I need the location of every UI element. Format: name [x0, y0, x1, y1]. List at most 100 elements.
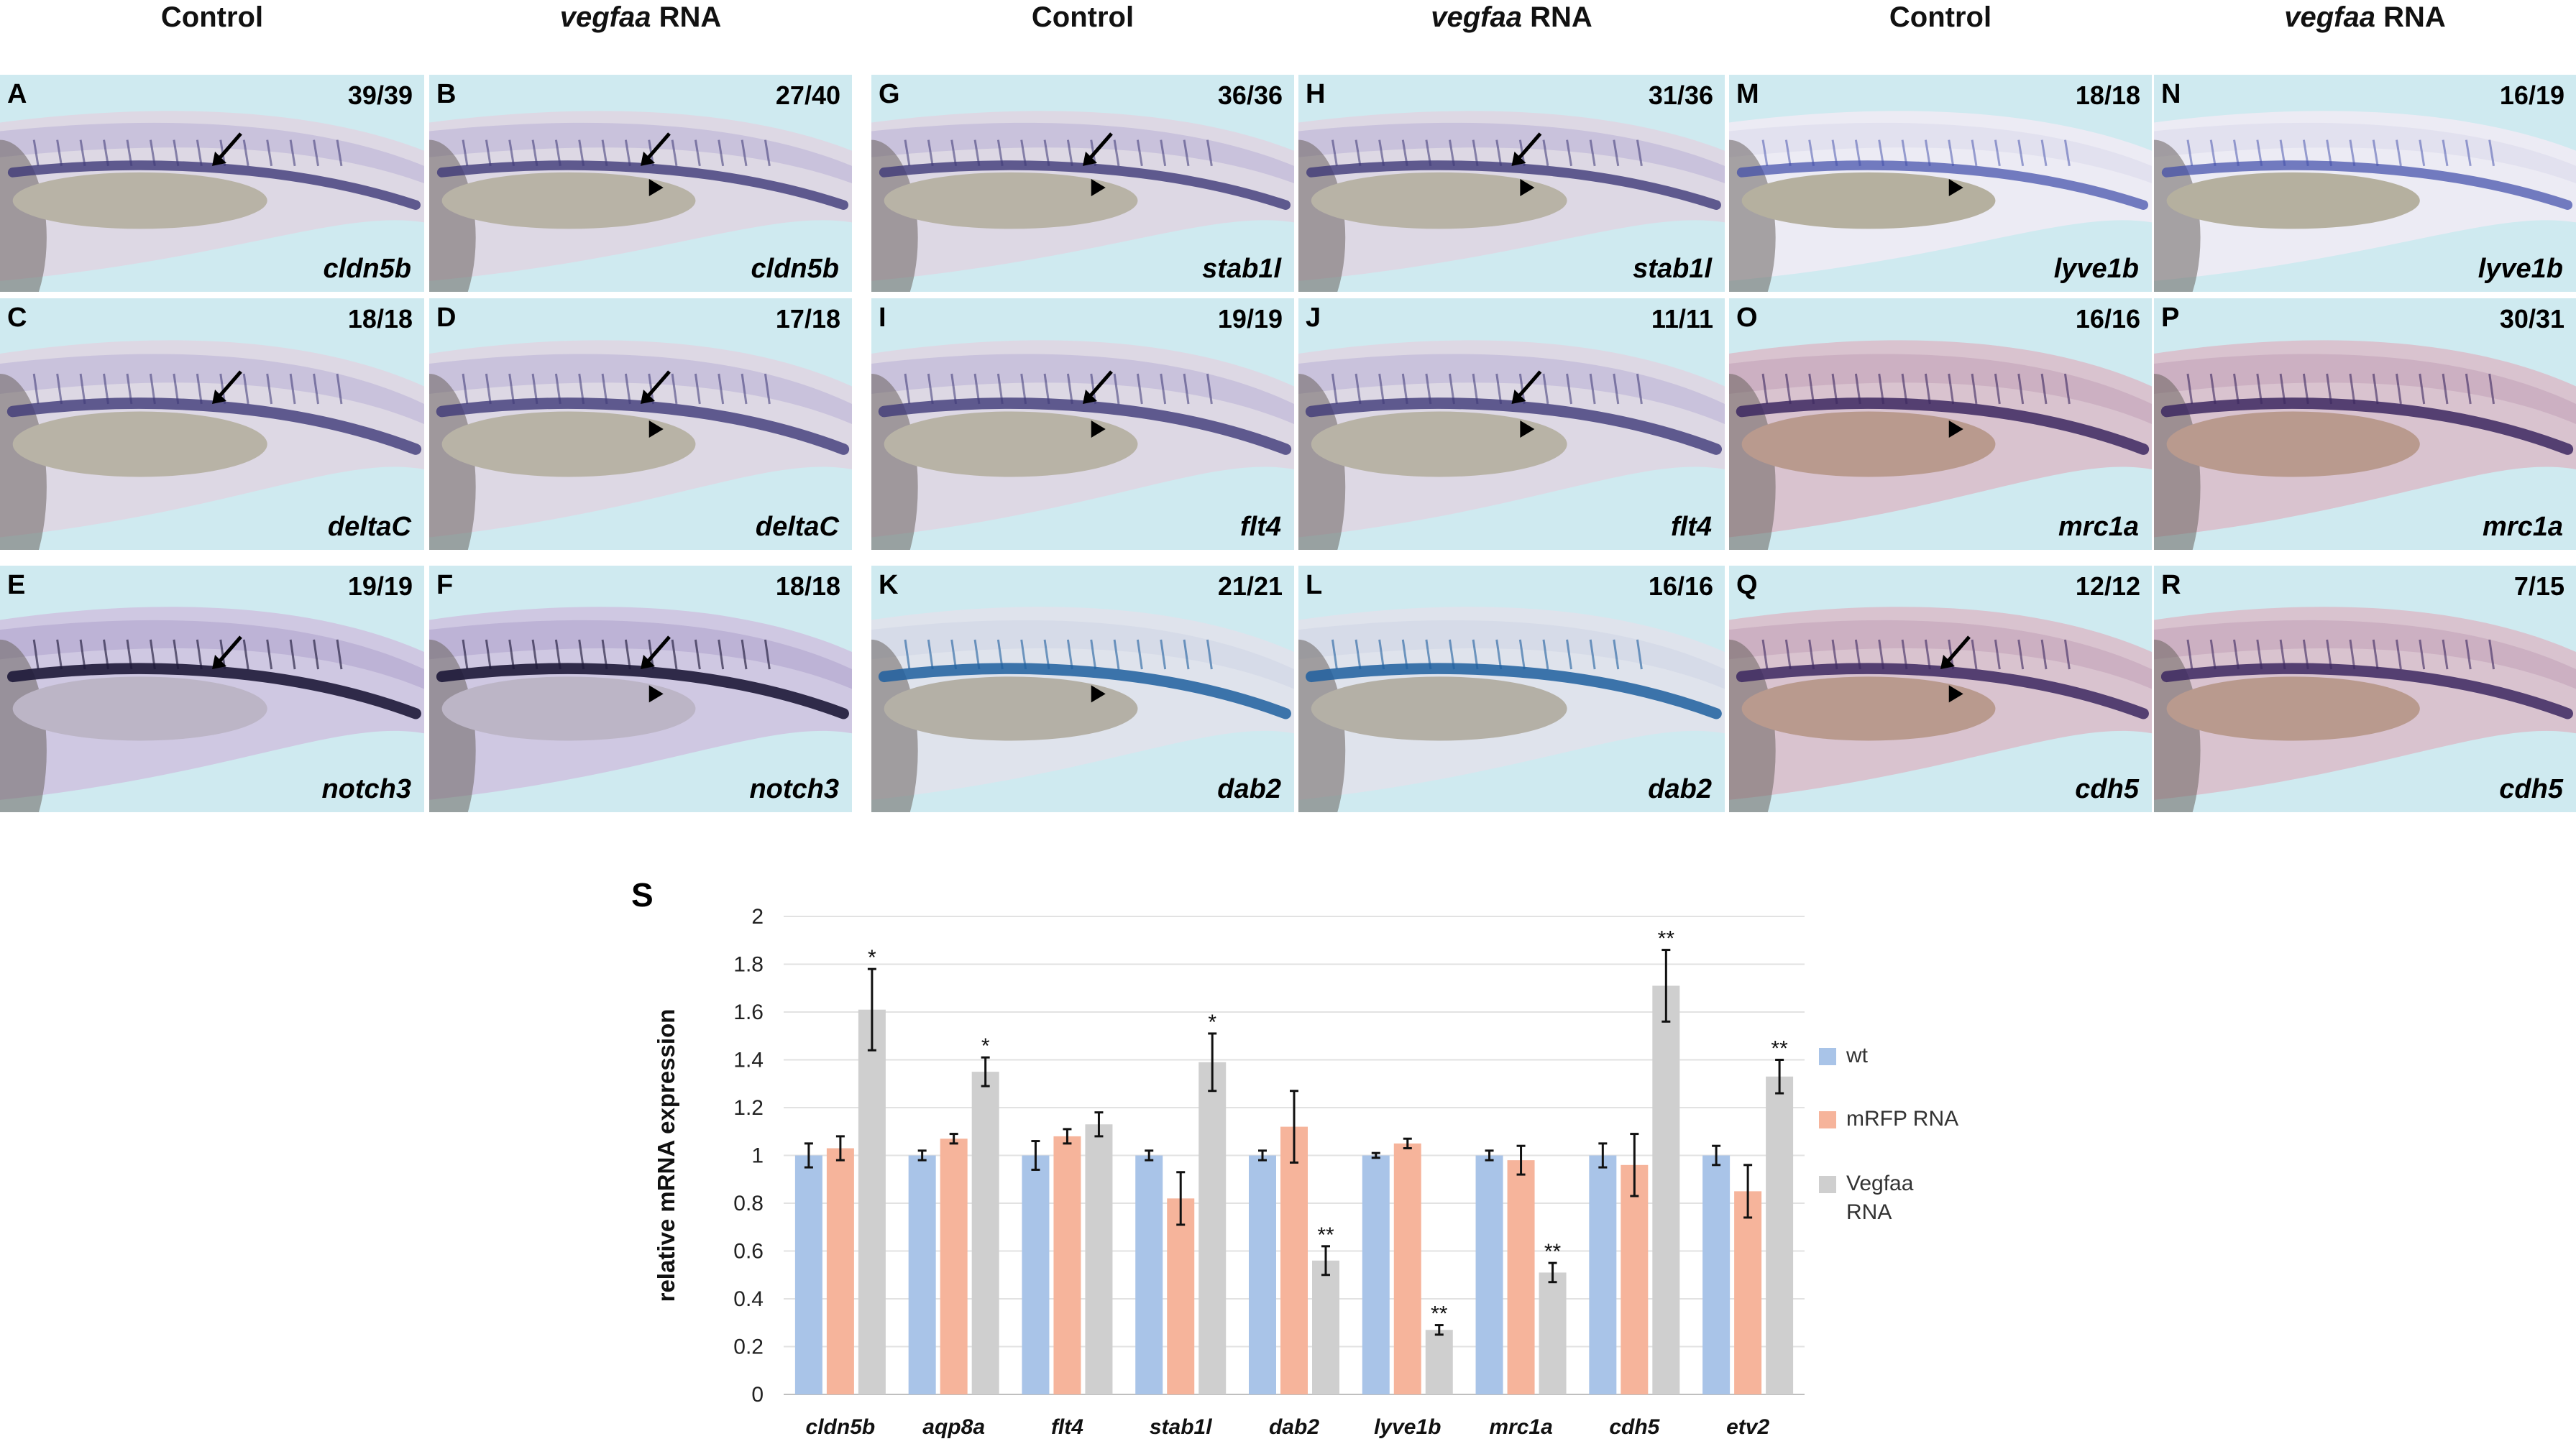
segmental-vessel: [313, 639, 319, 670]
segmental-vessel: [578, 639, 585, 670]
embryo-illustration: [429, 111, 852, 292]
segmental-vessel: [1355, 373, 1362, 405]
panel-gene-label: cdh5: [2075, 774, 2139, 804]
segmental-vessel: [927, 639, 934, 670]
y-tick-label: 0: [751, 1383, 764, 1407]
segmental-vessel: [1449, 139, 1455, 167]
panel-letter: P: [2161, 303, 2180, 333]
segmental-vessel: [996, 373, 1004, 405]
segmental-vessel: [336, 139, 343, 167]
bar: [1734, 1191, 1762, 1394]
segmental-vessel: [2256, 373, 2263, 405]
segmental-vessel: [1566, 639, 1573, 670]
significance-marker: **: [1544, 1240, 1562, 1264]
segmental-vessel: [149, 139, 156, 167]
embryo-head: [0, 639, 47, 812]
significance-marker: *: [868, 946, 876, 970]
segmental-vessel: [2017, 139, 2025, 167]
embryo-tissue: [429, 620, 852, 689]
segmental-vessel: [531, 373, 538, 405]
segmental-vessel: [973, 639, 981, 670]
embryo-illustration: [429, 340, 852, 550]
panel-letter: K: [879, 570, 899, 600]
bar: [1589, 1155, 1617, 1394]
segmental-vessel: [2209, 139, 2217, 167]
segmental-vessel: [126, 373, 133, 405]
arrow-head: [1511, 390, 1526, 404]
segmental-vessel: [694, 373, 701, 405]
segmental-vessel: [2349, 373, 2356, 405]
segmental-vessel: [79, 639, 86, 670]
embryo-illustration: [1298, 607, 1725, 812]
panel-gene-label: stab1l: [1202, 254, 1281, 284]
panel-letter: B: [436, 79, 457, 109]
segmental-vessel: [1878, 373, 1885, 405]
segmental-vessel: [2233, 139, 2240, 167]
segmental-vessel: [973, 373, 981, 405]
segmental-vessel: [1636, 639, 1643, 670]
panel-i: I 19/19 flt4: [871, 298, 1294, 550]
segmental-vessel: [2063, 139, 2071, 167]
segmental-vessel: [2396, 139, 2402, 167]
bar: [1280, 1126, 1308, 1394]
segmental-vessel: [2465, 639, 2472, 670]
segmental-vessel: [103, 139, 109, 167]
vessel-stain: [436, 160, 849, 210]
segmental-vessel: [1136, 373, 1143, 405]
yolk-extension: [441, 676, 696, 741]
segmental-vessel: [2488, 639, 2495, 670]
bar: [1362, 1155, 1390, 1394]
arrow-shaft: [215, 635, 242, 666]
legend-label: Vegfaa: [1846, 1172, 1914, 1195]
panel-letter: J: [1306, 303, 1321, 333]
segmental-vessel: [2442, 639, 2449, 670]
embryo-tissue: [0, 354, 424, 424]
segmental-vessel: [313, 373, 319, 405]
arrowhead-marker: [1520, 179, 1535, 197]
embryo-head: [0, 374, 47, 550]
segmental-vessel: [1901, 639, 1908, 670]
segmental-vessel: [56, 373, 63, 405]
embryo-head: [871, 639, 918, 812]
segmental-vessel: [1994, 139, 2001, 167]
panel-letter: H: [1306, 79, 1326, 109]
column-header-italic: vegfaa: [2284, 1, 2375, 33]
embryo-tissue: [429, 354, 852, 424]
segmental-vessel: [1449, 639, 1455, 670]
legend-label: wt: [1846, 1044, 1868, 1067]
vessel-stain: [2160, 663, 2573, 719]
segmental-vessel: [1066, 373, 1073, 405]
arrow-head: [212, 655, 226, 670]
segmental-vessel: [671, 139, 678, 167]
panel-c: C 18/18 deltaC: [0, 298, 424, 550]
segmental-vessel: [1136, 139, 1143, 167]
embryo-head: [429, 374, 476, 550]
segmental-vessel: [950, 373, 958, 405]
legend-label: RNA: [1846, 1200, 1892, 1224]
panel-count: 21/21: [1217, 571, 1283, 601]
segmental-vessel: [1160, 373, 1167, 405]
segmental-vessel: [1542, 639, 1549, 670]
panel-count: 19/19: [347, 571, 413, 601]
segmental-vessel: [313, 139, 319, 167]
yolk-extension: [1311, 411, 1567, 477]
bar: [940, 1139, 968, 1394]
segmental-vessel: [1613, 639, 1620, 670]
segmental-vessel: [624, 639, 631, 670]
segmental-vessel: [1206, 639, 1213, 670]
panel-letter: M: [1736, 79, 1759, 109]
yolk-extension: [884, 411, 1138, 477]
panel-count: 16/16: [2075, 304, 2140, 334]
embryo-head: [2154, 639, 2201, 812]
arrow-shaft: [215, 370, 242, 401]
x-tick-label: stab1l: [1150, 1415, 1212, 1439]
segmental-vessel: [1924, 373, 1931, 405]
segmental-vessel: [2419, 373, 2426, 405]
segmental-vessel: [1401, 139, 1408, 167]
y-tick-label: 1: [751, 1144, 764, 1168]
panel-count: 39/39: [347, 81, 413, 110]
panel-gene-label: flt4: [1240, 512, 1281, 542]
panel-count: 17/18: [775, 304, 840, 334]
panel-f: F 18/18 notch3: [429, 566, 852, 812]
segmental-vessel: [1901, 139, 1908, 167]
